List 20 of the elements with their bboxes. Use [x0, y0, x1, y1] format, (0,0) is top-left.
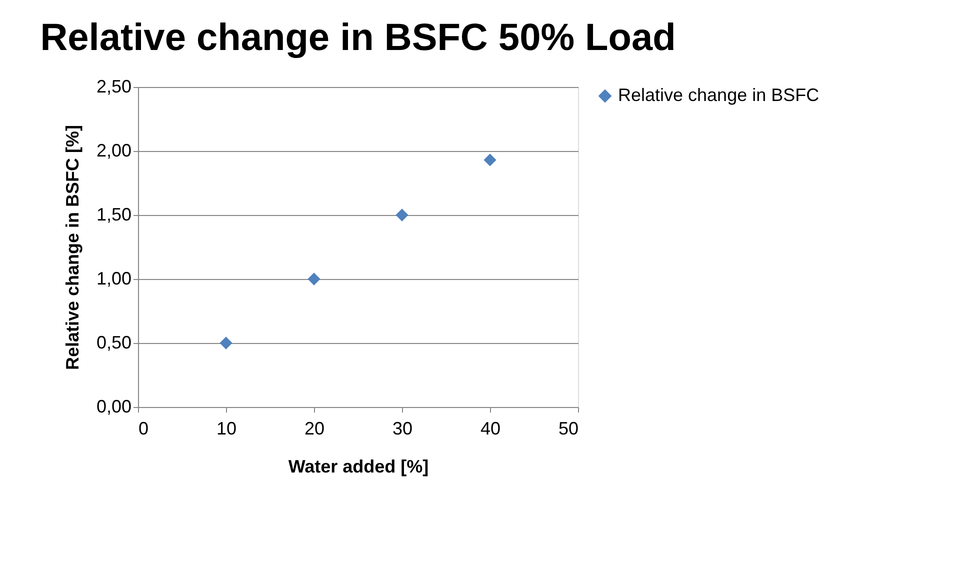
x-tick-label: 30: [392, 418, 413, 438]
x-tick-label: 10: [216, 418, 237, 438]
x-axis-title: Water added [%]: [288, 456, 429, 476]
chart-title: Relative change in BSFC 50% Load: [40, 17, 676, 59]
y-tick-label: 0,00: [96, 396, 132, 416]
x-tick-label: 40: [480, 418, 501, 438]
point: [484, 154, 496, 166]
point: [220, 336, 232, 350]
x-tick-label: 20: [304, 418, 325, 438]
point: [396, 208, 408, 222]
y-tick-label: 2,00: [96, 140, 132, 160]
y-tick-label: 0,50: [96, 332, 132, 352]
y-tick-label: 1,00: [96, 268, 132, 288]
x-tick-label: 50: [558, 418, 578, 438]
legend-label: Relative change in BSFC: [618, 85, 820, 105]
y-tick-label: 1,50: [96, 204, 132, 224]
point: [308, 272, 320, 286]
y-axis-title: Relative change in BSFC [%]: [62, 124, 82, 370]
y-tick-label: 2,50: [96, 76, 132, 96]
x-tick-label: 0: [138, 418, 149, 438]
